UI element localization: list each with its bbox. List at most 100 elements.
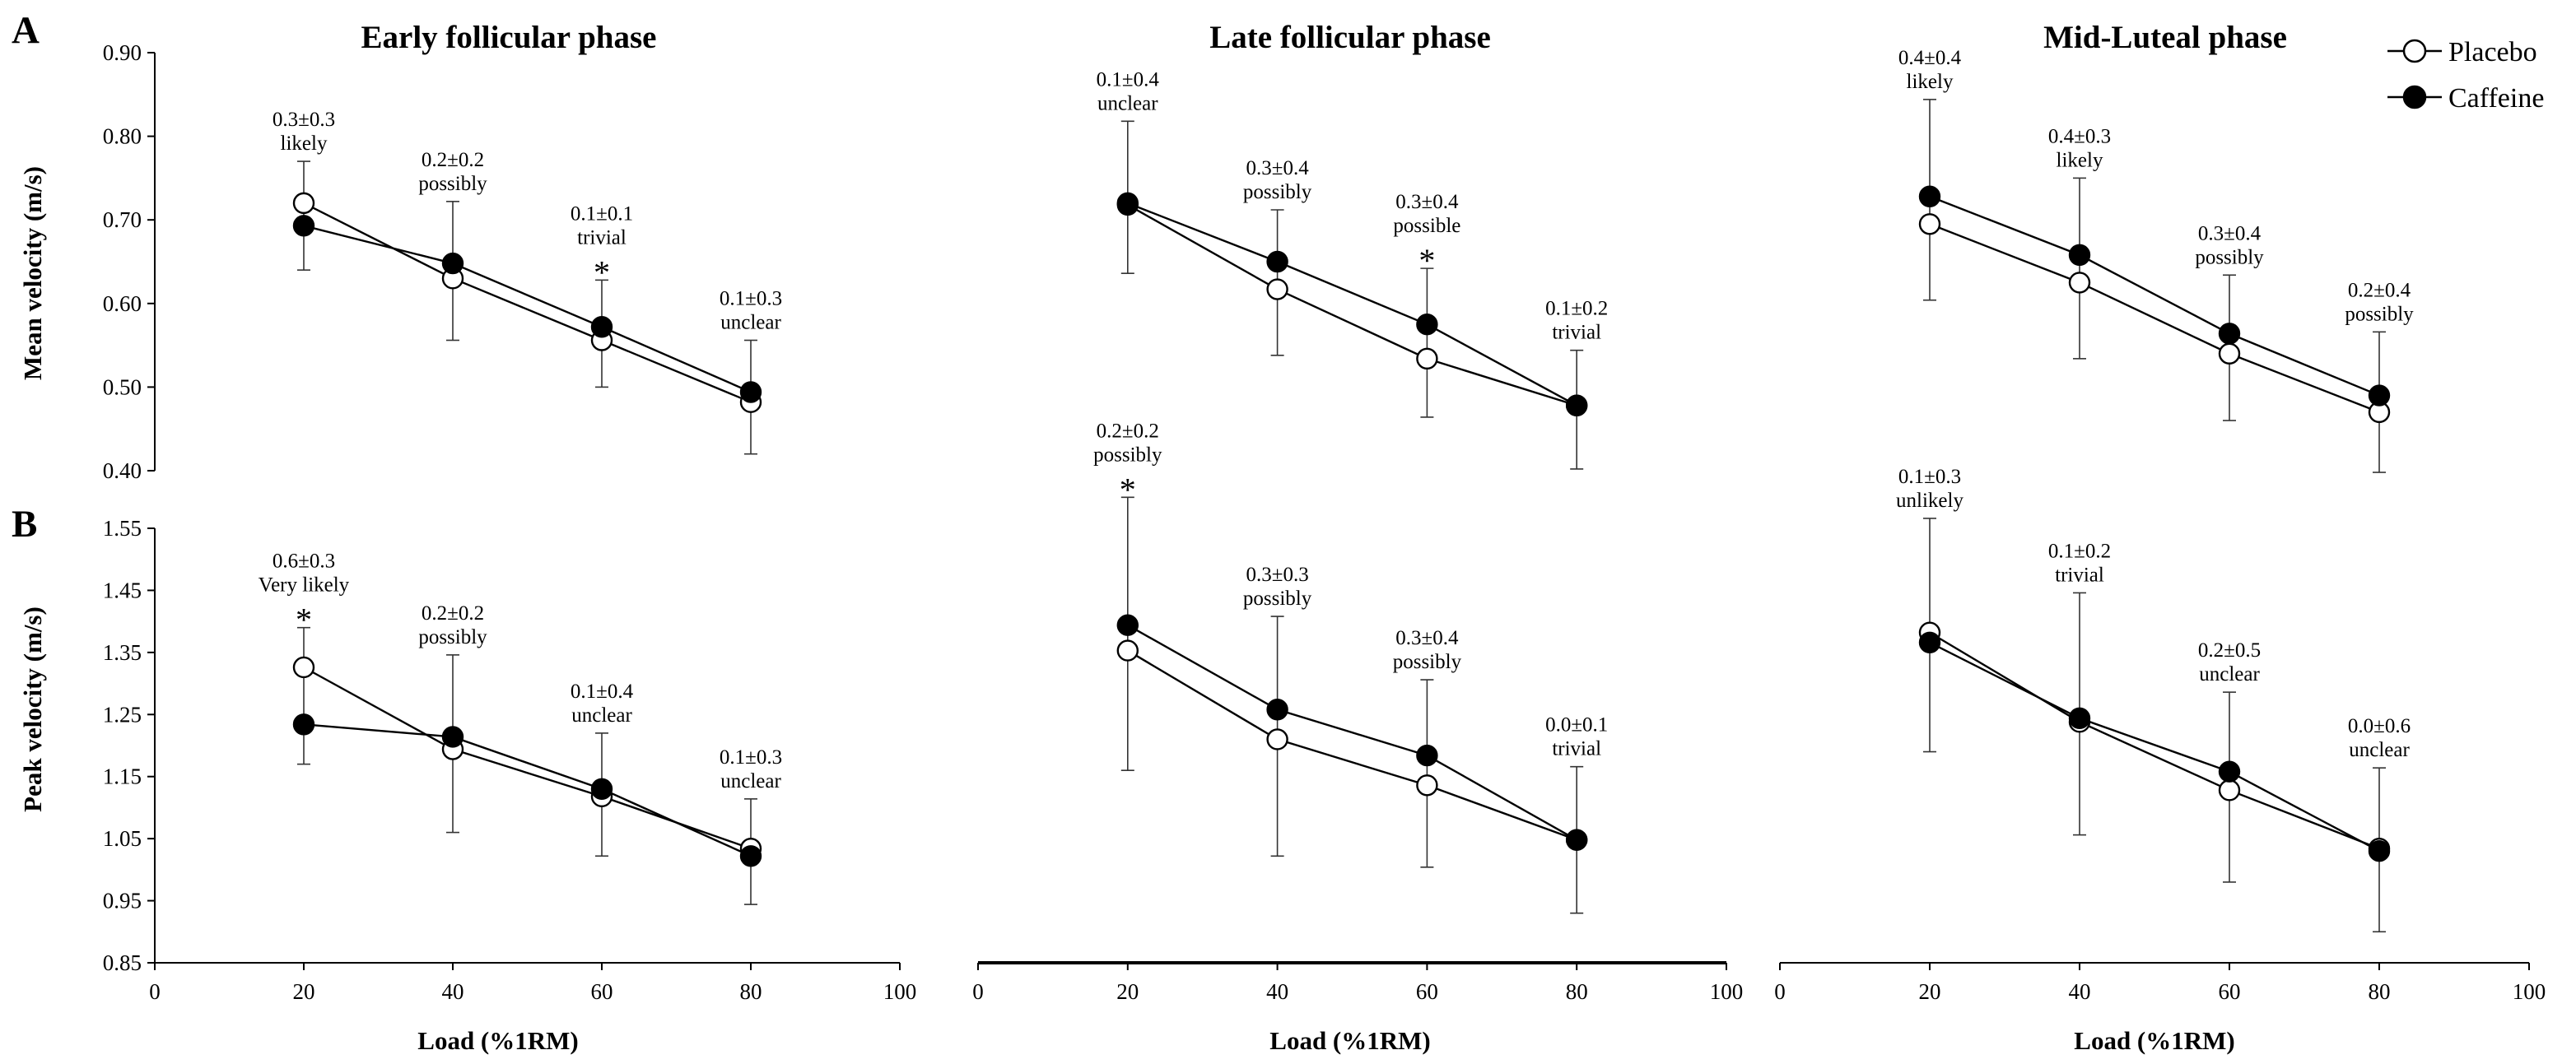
legend-marker-placebo	[2402, 39, 2427, 63]
series-line-placebo	[1929, 631, 2380, 850]
data-point-caffeine	[1918, 185, 1941, 207]
legend: Placebo Caffeine	[2387, 37, 2544, 114]
data-point-caffeine	[2218, 760, 2241, 783]
data-point-caffeine	[2368, 840, 2391, 862]
series-line-caffeine	[303, 225, 752, 393]
effect-label: trivial	[1552, 738, 1601, 760]
y-tick-label: 1.05	[103, 826, 142, 851]
effect-size-label: 0.3±0.3	[273, 109, 335, 131]
y-tick-label: 0.80	[103, 124, 142, 149]
chart-title-late-follicular: Late follicular phase	[1209, 20, 1491, 55]
data-point-caffeine	[739, 381, 762, 403]
effect-size-label: 0.1±0.3	[720, 746, 782, 769]
data-point-placebo	[292, 192, 315, 215]
y-tick-label: 0.90	[103, 40, 142, 65]
x-tick-label: 80	[740, 979, 762, 1004]
data-point-caffeine	[1416, 744, 1438, 767]
effect-size-label: 0.1±0.3	[720, 288, 782, 310]
effect-size-label: 0.0±0.1	[1545, 714, 1608, 736]
y-tick-label: 0.95	[103, 889, 142, 913]
data-point-caffeine	[1918, 631, 1941, 653]
effect-size-label: 0.3±0.4	[1395, 191, 1459, 213]
series-line-placebo	[1127, 649, 1577, 841]
effect-size-label: 0.2±0.5	[2198, 639, 2261, 662]
data-point-caffeine	[441, 726, 464, 748]
panel-label-a: A	[12, 9, 40, 52]
effect-label: unlikely	[1896, 490, 1963, 512]
effect-label: trivial	[1552, 322, 1601, 344]
effect-size-label: 0.3±0.4	[2198, 222, 2262, 244]
effect-label: possibly	[1243, 588, 1312, 610]
data-point-caffeine	[292, 713, 315, 736]
data-point-caffeine	[1565, 394, 1588, 416]
effect-label: unclear	[571, 704, 632, 727]
x-tick-label: 100	[1710, 979, 1744, 1004]
plot-area: 0.400.500.600.700.800.90likely0.3±0.3pos…	[103, 40, 2546, 1004]
effect-size-label: 0.2±0.2	[1097, 420, 1159, 442]
data-point-caffeine	[292, 215, 315, 237]
data-point-caffeine	[1416, 314, 1438, 336]
significance-star: *	[296, 602, 312, 639]
effect-size-label: 0.1±0.3	[1898, 466, 1961, 488]
legend-marker-caffeine	[2402, 85, 2427, 109]
effect-label: possibly	[2195, 246, 2264, 268]
series-line-placebo	[1127, 203, 1577, 407]
x-tick-label: 100	[883, 979, 917, 1004]
data-point-placebo	[1266, 278, 1288, 300]
data-point-caffeine	[2068, 707, 2091, 730]
x-tick-label: 60	[2219, 979, 2241, 1004]
series-line-placebo	[303, 202, 752, 403]
series-line-caffeine	[1127, 624, 1577, 841]
effect-size-label: 0.2±0.2	[422, 602, 484, 625]
y-axis-label-mean-velocity: Mean velocity (m/s)	[18, 166, 47, 380]
effect-size-label: 0.4±0.3	[2048, 125, 2111, 147]
data-point-caffeine	[2368, 384, 2391, 407]
effect-label: possibly	[418, 626, 487, 648]
x-axis-label-early: Load (%1RM)	[417, 1026, 578, 1055]
effect-size-label: 0.3±0.4	[1246, 157, 1309, 179]
effect-size-label: 0.2±0.4	[2348, 279, 2411, 301]
effect-size-label: 0.1±0.4	[1097, 68, 1160, 91]
legend-label-placebo: Placebo	[2448, 37, 2537, 67]
effect-size-label: 0.0±0.6	[2348, 715, 2411, 737]
series-line-caffeine	[1127, 202, 1577, 407]
x-tick-label: 40	[2069, 979, 2091, 1004]
series-line-caffeine	[1929, 641, 2380, 853]
x-tick-label: 80	[1566, 979, 1588, 1004]
effect-label: possibly	[2345, 303, 2414, 325]
data-point-caffeine	[590, 778, 613, 800]
effect-label: likely	[1907, 71, 1954, 93]
chart-5: 0 20 40 60 80 100*possibly0.2±0.2possibly0.3±…	[972, 420, 1743, 1004]
y-tick-label: 0.40	[103, 458, 142, 483]
x-tick-label: 40	[1266, 979, 1288, 1004]
x-tick-label: 20	[293, 979, 315, 1004]
data-point-caffeine	[2068, 244, 2091, 267]
x-tick-label: 0	[1774, 979, 1786, 1004]
effect-size-label: 0.3±0.4	[1395, 627, 1459, 649]
x-tick-label: 20	[1919, 979, 1941, 1004]
y-tick-label: 1.25	[103, 702, 142, 727]
data-point-placebo	[292, 656, 315, 679]
effect-label: unclear	[2349, 739, 2410, 761]
significance-star: *	[1418, 242, 1435, 279]
y-tick-label: 0.60	[103, 291, 142, 316]
data-point-caffeine	[1565, 829, 1588, 851]
chart-title-early-follicular: Early follicular phase	[361, 20, 657, 55]
data-point-placebo	[2068, 272, 2091, 294]
data-point-placebo	[1416, 774, 1438, 797]
significance-star: *	[594, 253, 610, 290]
effect-label: possibly	[1093, 444, 1162, 466]
chart-title-mid-luteal: Mid-Luteal phase	[2043, 20, 2287, 55]
series-line-caffeine	[303, 723, 752, 857]
y-axis-label-peak-velocity: Peak velocity (m/s)	[18, 606, 47, 812]
x-tick-label: 100	[2513, 979, 2546, 1004]
y-tick-label: 0.50	[103, 374, 142, 399]
x-tick-label: 0	[972, 979, 984, 1004]
effect-label: possibly	[1243, 181, 1312, 203]
effect-size-label: 0.6±0.3	[273, 551, 335, 573]
effect-label: unclear	[720, 312, 781, 334]
legend-label-caffeine: Caffeine	[2448, 83, 2544, 114]
y-tick-label: 1.45	[103, 578, 142, 602]
